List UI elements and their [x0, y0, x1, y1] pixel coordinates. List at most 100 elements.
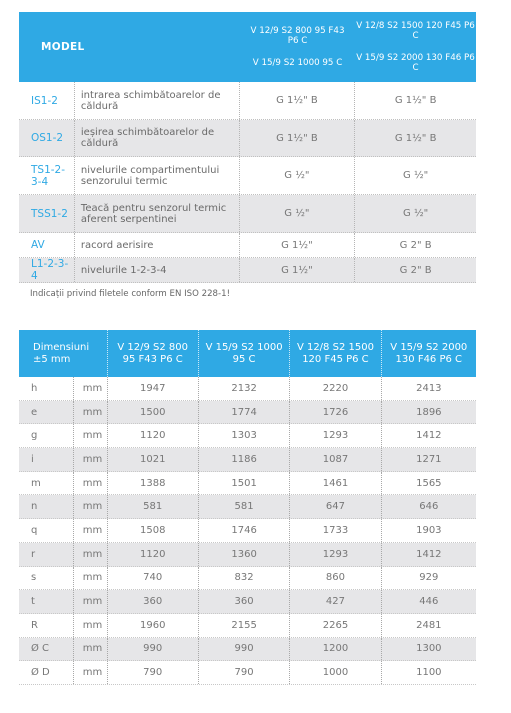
connection-value: G 1½" B [240, 82, 356, 119]
dimension-value: 790 [199, 661, 291, 684]
dimension-symbol: h [19, 377, 74, 400]
model-column-2-header: V 12/8 S2 1500 120 F45 P6 C V 15/9 S2 20… [355, 12, 476, 82]
dimension-value: 1947 [108, 377, 199, 400]
connection-value: G 2" B [399, 239, 432, 251]
model-header-3: V 12/8 S2 1500 120 F45 P6 C [290, 330, 382, 377]
model-column-2-line: V 12/8 S2 1500 120 F45 P6 C [356, 21, 475, 41]
dimension-value: 1120 [108, 542, 199, 566]
dimension-value: 1412 [416, 430, 442, 442]
dimension-value: 929 [419, 572, 439, 584]
thread-standard-note: Indicații privind filetele conform EN IS… [30, 289, 231, 299]
dimension-unit: mm [74, 495, 108, 519]
connection-description: intrarea schimbătoarelor de căldură [75, 82, 240, 119]
table-row: TS1-2-3-4 nivelurile compartimentului se… [19, 157, 476, 195]
connection-value: G 1½" B [240, 120, 356, 156]
dimension-value: 1733 [290, 519, 382, 542]
dimension-symbol: g [19, 424, 74, 448]
connections-table-header: MODEL V 12/9 S2 800 95 F43 P6 C V 15/9 S… [19, 12, 476, 82]
dimension-value: 646 [419, 501, 439, 513]
dimension-value: 1726 [290, 400, 382, 424]
connection-code: IS1-2 [19, 82, 75, 119]
dimension-symbol: t [19, 590, 74, 613]
connection-code: AV [19, 233, 75, 257]
table-row: i mm 1021 1186 1087 1271 [19, 448, 476, 472]
dimension-value: 2132 [199, 377, 291, 400]
dimensions-label: Dimensiuni [33, 341, 90, 353]
dimension-value: 1293 [290, 424, 382, 448]
dimension-value: 790 [108, 661, 199, 684]
dimension-value: 360 [108, 590, 199, 613]
dimension-value: 1461 [290, 471, 382, 495]
dimension-value: 1120 [108, 424, 199, 448]
dimension-symbol: m [19, 471, 74, 495]
dimension-value: 1388 [108, 471, 199, 495]
dimension-value: 1087 [290, 448, 382, 471]
dimension-unit: mm [74, 637, 108, 661]
dimension-value: 1903 [416, 524, 442, 536]
dimension-unit: mm [74, 661, 108, 684]
dimension-unit: mm [74, 471, 108, 495]
dimension-value: 581 [108, 495, 199, 519]
connection-description: nivelurile 1-2-3-4 [75, 258, 240, 282]
dimension-unit: mm [74, 377, 108, 400]
dimension-symbol: n [19, 495, 74, 519]
dimension-value: 1021 [108, 448, 199, 471]
dimension-value: 1500 [108, 400, 199, 424]
dimension-value: 1412 [416, 548, 442, 560]
table-row: IS1-2 intrarea schimbătoarelor de căldur… [19, 82, 476, 120]
dimension-value: 1186 [199, 448, 291, 471]
dimension-value: 2155 [199, 613, 291, 637]
dimension-symbol: q [19, 519, 74, 542]
dimension-value: 1774 [199, 400, 291, 424]
table-row: n mm 581 581 647 646 [19, 495, 476, 520]
dimension-value: 1896 [416, 406, 442, 418]
dimensions-table: Dimensiuni ±5 mm V 12/9 S2 800 95 F43 P6 C… [19, 330, 476, 685]
model-column-1-line: V 15/9 S2 1000 95 C [252, 58, 343, 68]
table-row: AV racord aerisire G 1½" G 2" B [19, 233, 476, 258]
model-column-2-line: V 15/9 S2 2000 130 F46 P6 C [356, 53, 475, 73]
dimension-value: 446 [419, 596, 439, 608]
dimension-symbol: s [19, 566, 74, 590]
connections-table: MODEL V 12/9 S2 800 95 F43 P6 C V 15/9 S… [19, 12, 476, 283]
dimension-value: 990 [108, 637, 199, 661]
dimension-unit: mm [74, 519, 108, 542]
dimension-value: 647 [290, 495, 382, 519]
dimension-unit: mm [74, 566, 108, 590]
connection-code: OS1-2 [19, 120, 75, 156]
dimension-unit: mm [74, 400, 108, 424]
tolerance-label: ±5 mm [33, 353, 71, 365]
model-column-1-line: V 12/9 S2 800 95 F43 [250, 26, 345, 36]
dimension-value: 1501 [199, 471, 291, 495]
dimension-value: 2481 [416, 619, 442, 631]
table-row: m mm 1388 1501 1461 1565 [19, 471, 476, 496]
connection-code: TS1-2-3-4 [19, 157, 75, 194]
dimension-value: 2220 [290, 377, 382, 400]
dimensions-table-body: h mm 1947 2132 2220 2413 e mm 1500 1774 1726 1896 g m… [19, 377, 476, 685]
dimension-value: 1508 [108, 519, 199, 542]
dimension-symbol: Ø C [19, 637, 74, 661]
dimensions-header: Dimensiuni ±5 mm [19, 330, 108, 377]
dimension-value: 1960 [108, 613, 199, 637]
connection-code: TSS1-2 [19, 195, 75, 232]
connection-code: L1-2-3-4 [19, 258, 75, 282]
connection-value: G ½" [403, 170, 429, 181]
dimension-value: 581 [199, 495, 291, 519]
model-column-1-header: V 12/9 S2 800 95 F43 P6 C V 15/9 S2 1000… [240, 12, 355, 82]
connection-description: nivelurile compartimentului senzorului t… [75, 157, 240, 194]
connection-value: G 1½" [240, 233, 356, 257]
model-header-1: V 12/9 S2 800 95 F43 P6 C [108, 330, 199, 377]
model-header-4: V 15/9 S2 2000 130 F46 P6 C [390, 341, 468, 365]
dimension-value: 2265 [290, 613, 382, 637]
dimension-symbol: i [19, 448, 74, 471]
dimension-unit: mm [74, 448, 108, 471]
model-column-1-line: P6 C [287, 36, 308, 46]
dimension-value: 1360 [199, 542, 291, 566]
connection-value: G 1½" B [394, 132, 437, 144]
table-row: h mm 1947 2132 2220 2413 [19, 377, 476, 401]
table-row: g mm 1120 1303 1293 1412 [19, 424, 476, 449]
dimension-unit: mm [74, 424, 108, 448]
dimension-unit: mm [74, 590, 108, 613]
table-row: TSS1-2 Teacă pentru senzorul termic afer… [19, 195, 476, 233]
dimension-value: 360 [199, 590, 291, 613]
